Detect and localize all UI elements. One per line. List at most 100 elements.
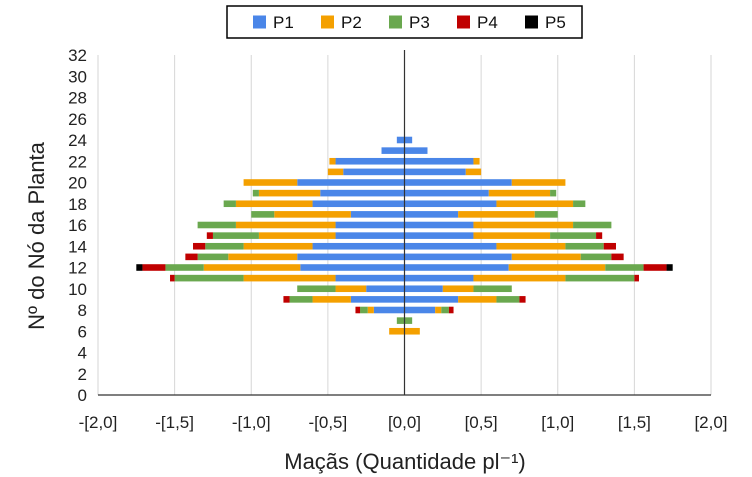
bar-p1 bbox=[404, 200, 497, 208]
legend: P1 P2 P3 P4 P5 bbox=[226, 5, 583, 39]
y-tick-label: 14 bbox=[68, 237, 87, 256]
bar-p1 bbox=[404, 264, 509, 271]
bar-p4 bbox=[283, 296, 290, 303]
bar-p3 bbox=[605, 264, 644, 271]
legend-label-p2: P2 bbox=[341, 13, 362, 32]
bar-p2 bbox=[312, 296, 351, 303]
legend-swatch-p2 bbox=[321, 15, 334, 29]
x-tick-label: [0,5] bbox=[465, 413, 498, 432]
bar-p1 bbox=[350, 296, 405, 303]
bar-p2 bbox=[473, 232, 551, 239]
bar-p2 bbox=[235, 221, 336, 229]
axis-layer bbox=[98, 50, 711, 396]
legend-swatch-p4 bbox=[457, 15, 470, 29]
legend-label-p4: P4 bbox=[477, 13, 498, 32]
x-tick-label: [1,5] bbox=[618, 413, 651, 432]
bar-p2 bbox=[258, 232, 336, 239]
y-tick-label: 22 bbox=[68, 152, 87, 171]
y-tick-label: 26 bbox=[68, 110, 87, 129]
y-tick-label: 18 bbox=[68, 195, 87, 214]
bar-p3 bbox=[212, 232, 259, 239]
bar-p2 bbox=[488, 189, 551, 197]
bar-p1 bbox=[312, 242, 405, 250]
bar-p1 bbox=[404, 168, 466, 176]
bar-p2 bbox=[442, 285, 474, 293]
bar-p1 bbox=[404, 189, 489, 197]
legend-items: P1 P2 P3 P4 P5 bbox=[253, 13, 566, 32]
legend-swatch-p1 bbox=[253, 15, 266, 29]
bar-p2 bbox=[243, 179, 298, 186]
bar-p2 bbox=[389, 327, 405, 335]
y-tick-label: 30 bbox=[68, 67, 87, 86]
bar-p2 bbox=[335, 285, 367, 293]
bar-p2 bbox=[511, 253, 581, 261]
x-tick-label: -[1,5] bbox=[155, 413, 194, 432]
bar-p1 bbox=[404, 274, 474, 282]
bar-p1 bbox=[300, 264, 405, 271]
bar-p2 bbox=[243, 242, 313, 250]
bar-p1 bbox=[404, 157, 474, 165]
bar-p1 bbox=[404, 253, 512, 261]
y-tick-label: 12 bbox=[68, 259, 87, 278]
bar-p4 bbox=[643, 264, 667, 271]
bar-p3 bbox=[573, 200, 586, 208]
bar-p3 bbox=[565, 274, 635, 282]
bar-p3 bbox=[289, 296, 313, 303]
bar-p1 bbox=[404, 221, 474, 229]
bar-p2 bbox=[258, 189, 321, 197]
y-axis-title: Nº do Nó da Planta bbox=[24, 141, 49, 330]
bar-p2 bbox=[327, 168, 344, 176]
bar-p4 bbox=[355, 306, 361, 314]
bar-p5 bbox=[136, 264, 143, 271]
bar-p4 bbox=[519, 296, 526, 303]
y-tick-label: 4 bbox=[78, 344, 87, 363]
legend-frame bbox=[226, 5, 583, 39]
legend-label-p3: P3 bbox=[409, 13, 430, 32]
bar-p2 bbox=[243, 274, 336, 282]
bar-p1 bbox=[404, 285, 443, 293]
y-tick-label: 24 bbox=[68, 131, 87, 150]
legend-swatch-p5 bbox=[525, 15, 538, 29]
bar-p3 bbox=[396, 317, 405, 324]
bar-p4 bbox=[142, 264, 166, 271]
bar-p3 bbox=[252, 189, 259, 197]
bar-p1 bbox=[343, 168, 405, 176]
bar-p1 bbox=[297, 179, 405, 186]
y-tick-label: 32 bbox=[68, 46, 87, 65]
bar-p1 bbox=[297, 253, 405, 261]
x-axis-title: Maçãs (Quantidade pl⁻¹) bbox=[284, 449, 526, 474]
bar-p3 bbox=[565, 242, 604, 250]
bar-p2 bbox=[511, 179, 566, 186]
bar-p4 bbox=[185, 253, 198, 261]
bar-p1 bbox=[404, 179, 512, 186]
y-tick-label: 0 bbox=[78, 386, 87, 405]
bar-p1 bbox=[404, 147, 428, 154]
bar-p4 bbox=[603, 242, 616, 250]
bar-p4 bbox=[611, 253, 624, 261]
bar-p4 bbox=[193, 242, 206, 250]
bar-p4 bbox=[634, 274, 639, 282]
y-tick-label: 6 bbox=[78, 322, 87, 341]
bar-p3 bbox=[534, 211, 558, 218]
bar-p1 bbox=[396, 136, 405, 144]
bar-p1 bbox=[335, 157, 405, 165]
bar-p1 bbox=[404, 306, 436, 314]
bar-p1 bbox=[366, 285, 405, 293]
bar-p3 bbox=[297, 285, 336, 293]
y-tick-label: 2 bbox=[78, 365, 87, 384]
bar-p2 bbox=[458, 211, 535, 218]
bar-p1 bbox=[350, 211, 405, 218]
x-tick-label: [0,0] bbox=[388, 413, 421, 432]
bar-p3 bbox=[251, 211, 275, 218]
bar-p1 bbox=[373, 306, 405, 314]
bar-p2 bbox=[473, 274, 566, 282]
y-tick-label: 10 bbox=[68, 280, 87, 299]
bar-p3 bbox=[197, 221, 236, 229]
bar-p2 bbox=[465, 168, 482, 176]
bar-p2 bbox=[329, 157, 336, 165]
bar-p1 bbox=[404, 242, 497, 250]
bar-p2 bbox=[496, 242, 566, 250]
ticks-layer: -[2,0] -[1,5] -[1,0] -[0,5] [0,0] [0,5] [1,0] [… bbox=[68, 46, 727, 432]
